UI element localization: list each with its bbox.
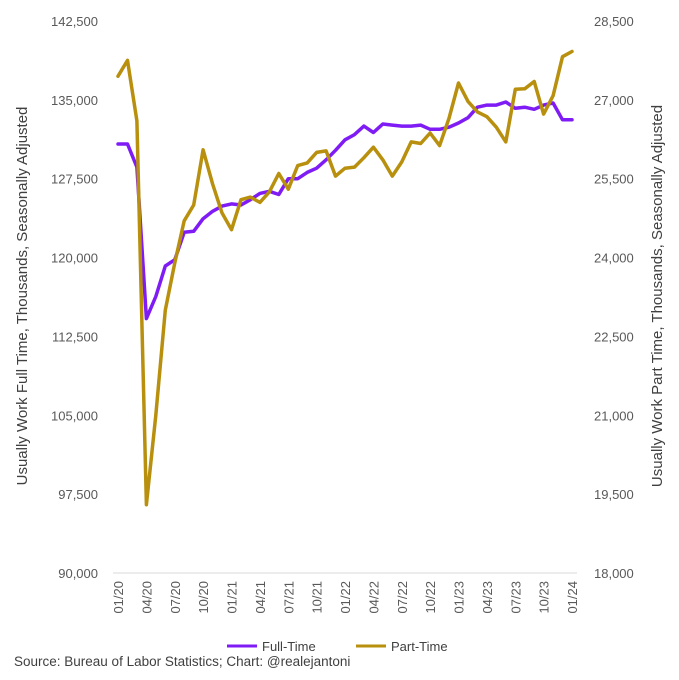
legend: Full-Time Part-Time: [227, 639, 448, 654]
left-tick-label: 105,000: [51, 408, 98, 423]
left-tick-label: 142,500: [51, 14, 98, 29]
x-tick-label: 10/23: [537, 581, 552, 614]
left-tick-label: 90,000: [58, 566, 98, 581]
right-tick-label: 19,500: [594, 487, 634, 502]
x-tick-label: 01/21: [225, 581, 240, 614]
right-tick-label: 22,500: [594, 329, 634, 344]
series-lines: [116, 49, 574, 507]
x-tick-label: 10/22: [423, 581, 438, 614]
x-tick-label: 04/20: [139, 581, 154, 614]
x-tick-label: 01/20: [111, 581, 126, 614]
x-tick-label: 07/23: [508, 581, 523, 614]
series-line-full-time: [116, 100, 574, 321]
x-tick-label: 04/21: [253, 581, 268, 614]
x-tick-label: 07/21: [281, 581, 296, 614]
source-caption: Source: Bureau of Labor Statistics; Char…: [14, 654, 351, 669]
left-tick-label: 127,500: [51, 172, 98, 187]
right-tick-label: 25,500: [594, 172, 634, 187]
x-tick-label: 07/22: [395, 581, 410, 614]
x-tick-label: 04/23: [480, 581, 495, 614]
left-axis-title: Usually Work Full Time, Thousands, Seaso…: [14, 107, 31, 486]
x-tick-label: 04/22: [366, 581, 381, 614]
right-tick-label: 21,000: [594, 408, 634, 423]
left-axis-ticks: 90,000 97,500 105,000 112,500 120,000 127,500…: [51, 14, 98, 581]
left-tick-label: 97,500: [58, 487, 98, 502]
left-tick-label: 135,000: [51, 93, 98, 108]
right-tick-label: 24,000: [594, 251, 634, 266]
x-tick-label: 01/24: [565, 581, 580, 614]
x-tick-label: 01/23: [452, 581, 467, 614]
x-tick-label: 10/21: [310, 581, 325, 614]
right-axis-title: Usually Work Part Time, Thousands, Seaso…: [649, 105, 666, 487]
legend-label-full-time: Full-Time: [262, 639, 316, 654]
right-axis-ticks: 18,000 19,500 21,000 22,500 24,000 25,500 27,0…: [594, 14, 634, 581]
right-tick-label: 27,000: [594, 93, 634, 108]
left-tick-label: 112,500: [52, 329, 98, 344]
x-tick-label: 07/20: [168, 581, 183, 614]
legend-label-part-time: Part-Time: [391, 639, 448, 654]
series-line-part-time: [116, 49, 574, 507]
right-tick-label: 28,500: [594, 14, 634, 29]
x-tick-label: 01/22: [338, 581, 353, 614]
left-tick-label: 120,000: [51, 251, 98, 266]
right-tick-label: 18,000: [594, 566, 634, 581]
x-tick-label: 10/20: [196, 581, 211, 614]
x-axis-ticks: 01/20 04/20 07/20 10/20 01/21 04/21 07/21 10/21…: [111, 581, 580, 614]
